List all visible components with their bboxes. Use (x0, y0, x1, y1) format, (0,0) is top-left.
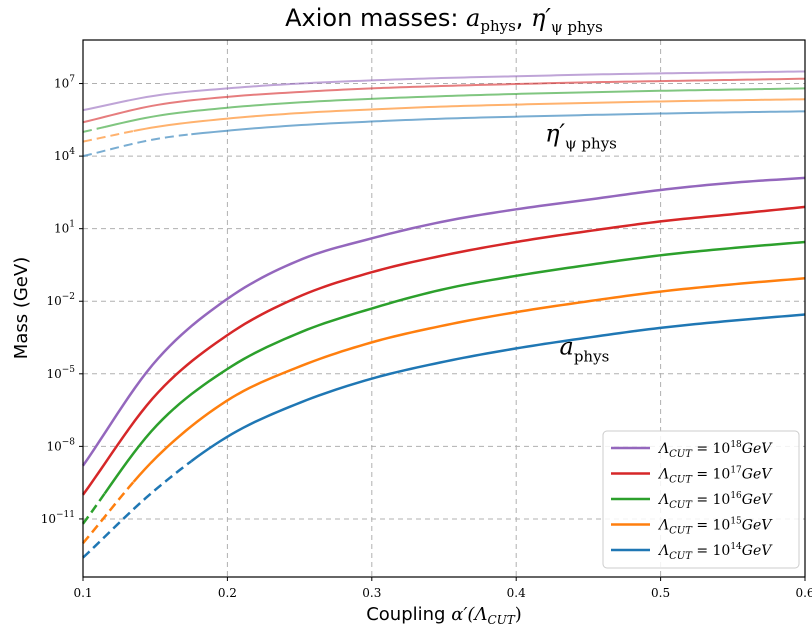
eta-prime-curve-14 (191, 110, 806, 136)
eta-prime-annotation: η′ψ phys (545, 120, 617, 153)
y-tick-label: 10−2 (46, 292, 75, 308)
y-tick-label: 10−8 (46, 437, 75, 453)
legend-label: ΛCUT = 1015GeV (657, 517, 773, 537)
a-phys-curve-15 (132, 277, 806, 483)
eta-prime-curve-18 (82, 70, 806, 112)
a-phys-annotation: aphys (560, 332, 610, 365)
a-phys-curve-16 (103, 240, 806, 495)
a-phys-curve-14 (190, 313, 806, 463)
a-phys-curve-14-dashed (82, 460, 193, 559)
legend-label: ΛCUT = 1014GeV (657, 542, 773, 562)
a-phys-curve-18 (81, 176, 806, 467)
eta-prime-curve-17 (82, 77, 806, 124)
y-axis-ticks: 107 104 101 10−2 10−5 10−8 10−11 (41, 75, 83, 526)
x-axis-label: Coupling α′(ΛCUT) (366, 604, 522, 627)
eta-prime-curve-14-dashed (82, 133, 192, 158)
y-tick-label: 10−5 (46, 365, 75, 381)
x-axis-ticks: 0.1 0.2 0.3 0.4 0.5 0.6 (73, 577, 812, 600)
y-tick-label: 101 (54, 220, 75, 236)
eta-prime-curve-15-dashed (82, 130, 134, 143)
x-tick-label: 0.3 (362, 586, 381, 600)
legend-label: ΛCUT = 1017GeV (657, 466, 773, 486)
legend: ΛCUT = 1018GeV ΛCUT = 1017GeV ΛCUT = 1016G… (602, 430, 800, 569)
x-tick-label: 0.5 (651, 586, 670, 600)
a-phys-curve-16-dashed (81, 492, 106, 525)
legend-label: ΛCUT = 1018GeV (657, 440, 773, 460)
x-tick-label: 0.4 (507, 586, 526, 600)
plot-frame (82, 39, 806, 578)
grid-lines (82, 40, 806, 577)
curve-annotations: η′ψ phys aphys (545, 120, 617, 366)
x-tick-label: 0.1 (73, 586, 92, 600)
y-tick-label: 107 (54, 75, 75, 91)
eta-prime-curve-15 (133, 98, 806, 132)
y-tick-label: 10−11 (41, 510, 75, 526)
legend-label: ΛCUT = 1016GeV (657, 491, 773, 511)
series-lines (81, 70, 806, 559)
eta-prime-curve-16-dashed (82, 125, 105, 133)
chart-title: Axion masses: aphys, η′ψ phys (285, 4, 603, 36)
y-axis-label: Mass (GeV) (11, 257, 32, 359)
x-tick-label: 0.6 (795, 586, 812, 600)
x-tick-label: 0.2 (218, 586, 237, 600)
eta-prime-curve-16 (104, 87, 806, 128)
legend-box (602, 430, 800, 569)
a-phys-curve-17 (81, 205, 806, 496)
y-tick-label: 104 (54, 147, 75, 163)
